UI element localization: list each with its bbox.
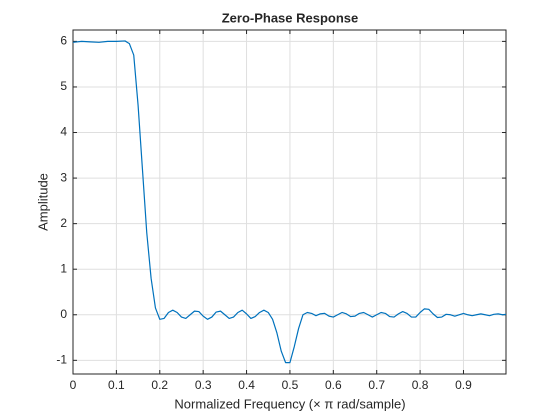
x-tick-label: 0.8 (412, 378, 429, 392)
y-tick-label: 6 (60, 34, 67, 48)
x-tick-label: 0.1 (108, 378, 125, 392)
y-tick-label: 0 (60, 307, 67, 321)
y-tick-label: 2 (60, 216, 67, 230)
y-tick-label: 1 (60, 261, 67, 275)
x-tick-label: 0.9 (455, 378, 472, 392)
x-tick-label: 0.4 (238, 378, 255, 392)
y-axis-label: Amplitude (35, 173, 50, 231)
y-tick-label: 3 (60, 170, 67, 184)
x-tick-label: 0.2 (151, 378, 168, 392)
y-tick-label: -1 (56, 353, 67, 367)
y-tick-label: 4 (60, 125, 67, 139)
x-tick-label: 0.7 (368, 378, 385, 392)
data-line (72, 40, 507, 364)
chart-title: Zero-Phase Response (222, 10, 359, 25)
y-tick-label: 5 (60, 79, 67, 93)
x-tick-label: 0.3 (195, 378, 212, 392)
x-axis-label: Normalized Frequency (× π rad/sample) (174, 396, 405, 411)
x-tick-label: 0 (70, 378, 77, 392)
axes-box (72, 29, 507, 375)
x-tick-label: 0.5 (282, 378, 299, 392)
x-tick-label: 0.6 (325, 378, 342, 392)
